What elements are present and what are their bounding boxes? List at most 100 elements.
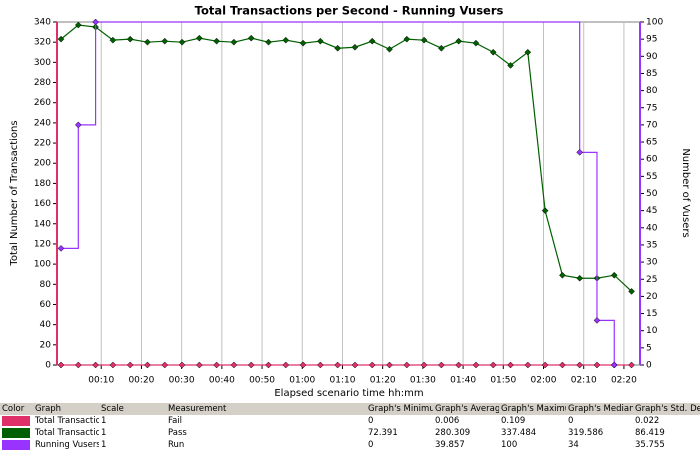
table-cell: Graph (33, 403, 99, 415)
table-cell: 319.586 (568, 428, 604, 438)
data-point (507, 62, 514, 69)
data-point (610, 271, 618, 279)
y2-tick-label: 55 (646, 172, 657, 182)
table-cell: Running Vusers (35, 440, 99, 450)
data-point (213, 361, 220, 369)
x-tick-label: 02:00 (531, 376, 557, 386)
y2-tick-label: 15 (646, 309, 657, 319)
data-point (541, 207, 549, 215)
data-point (109, 36, 117, 44)
legend-swatch (2, 416, 30, 426)
data-point (230, 361, 238, 369)
table-cell: 1 (101, 440, 107, 450)
y2-tick-label: 40 (646, 223, 658, 233)
table-cell: Scale (99, 403, 166, 415)
data-point (195, 361, 203, 369)
data-point (576, 274, 584, 282)
y-tick-label: 140 (34, 219, 51, 229)
y-tick-label: 80 (40, 280, 52, 290)
legend-swatch (2, 440, 30, 450)
table-cell: Graph's Maximum (499, 403, 566, 415)
y-tick-label: 200 (34, 159, 51, 169)
data-point (403, 35, 411, 43)
data-point (351, 43, 359, 51)
y2-tick-label: 80 (646, 86, 658, 96)
data-point (420, 361, 428, 369)
data-point (489, 361, 497, 369)
data-point (593, 361, 601, 369)
x-tick-label: 00:20 (128, 376, 154, 386)
plot-area (56, 21, 641, 366)
y-tick-label: 100 (34, 260, 51, 270)
data-point (230, 38, 238, 46)
data-point (507, 361, 514, 369)
y2-tick-label: 50 (646, 189, 658, 199)
y2-tick-label: 60 (646, 155, 658, 165)
data-point (299, 39, 307, 47)
data-point (593, 317, 601, 324)
y2-tick-label: 35 (646, 240, 657, 250)
y2-tick-label: 30 (646, 258, 658, 268)
y2-tick-label: 45 (646, 206, 657, 216)
data-point (576, 361, 584, 369)
data-point (74, 21, 82, 29)
data-point (74, 361, 82, 369)
data-point (472, 39, 480, 47)
series-line (61, 21, 615, 365)
y-tick-label: 280 (34, 78, 51, 88)
legend-swatch (2, 428, 30, 438)
table-cell: 0 (368, 440, 374, 450)
table-cell: Graph's Minimum (366, 403, 433, 415)
y-tick-label: 120 (34, 239, 51, 249)
y2-tick-label: 0 (646, 361, 652, 371)
x-tick-label: 01:40 (450, 376, 476, 386)
data-point (178, 361, 186, 369)
data-point (282, 361, 290, 369)
data-point (541, 361, 549, 369)
data-point (57, 245, 65, 252)
data-point (438, 44, 445, 52)
chart-title: Total Transactions per Second - Running … (195, 4, 504, 18)
y-tick-label: 160 (34, 199, 51, 209)
data-point (524, 48, 532, 56)
table-cell (0, 427, 33, 439)
table-cell: Total Transactio (35, 416, 99, 426)
data-point (420, 36, 428, 44)
data-point (247, 34, 255, 42)
data-point (126, 361, 134, 369)
data-point (74, 121, 82, 129)
x-tick-label: 01:00 (289, 376, 315, 386)
y-tick-label: 320 (34, 38, 51, 48)
x-tick-label: 01:50 (490, 376, 516, 386)
data-point (559, 361, 566, 369)
data-point (576, 148, 584, 156)
x-tick-label: 01:20 (370, 376, 396, 386)
table-cell: 0 (568, 416, 574, 426)
y2-tick-label: 90 (646, 52, 658, 62)
table-cell: 39.857 (435, 440, 465, 450)
data-point (126, 35, 134, 43)
y-axis-title: Total Number of Transactions (9, 120, 20, 266)
table-cell: 0.006 (435, 416, 460, 426)
x-tick-label: 02:20 (611, 376, 637, 386)
data-point (334, 361, 341, 369)
data-point (144, 38, 151, 46)
y2-tick-label: 65 (646, 138, 657, 148)
data-point (144, 361, 151, 369)
data-point (213, 37, 220, 45)
data-point (57, 35, 65, 43)
x-tick-label: 00:50 (249, 376, 275, 386)
y-tick-label: 40 (40, 320, 52, 330)
table-cell: Graph's Average (433, 403, 499, 415)
data-point (524, 361, 532, 369)
table-cell: 72.391 (368, 428, 398, 438)
data-point (559, 271, 566, 279)
y-tick-label: 260 (34, 98, 51, 108)
data-point (109, 361, 117, 369)
table-cell: 0 (368, 416, 374, 426)
table-cell: 34 (568, 440, 579, 450)
table-cell: 280.309 (435, 428, 471, 438)
y2-tick-label: 75 (646, 103, 657, 113)
table-cell: 100 (501, 440, 518, 450)
data-point (161, 361, 169, 369)
